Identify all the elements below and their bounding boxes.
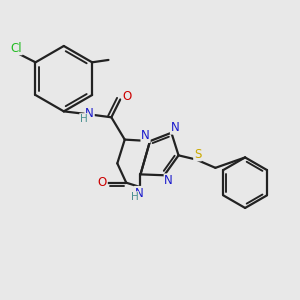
Text: S: S bbox=[194, 148, 201, 161]
Text: N: N bbox=[171, 121, 179, 134]
Text: Cl: Cl bbox=[11, 42, 22, 55]
Text: H: H bbox=[80, 114, 88, 124]
Text: N: N bbox=[85, 107, 94, 120]
Text: N: N bbox=[135, 187, 143, 200]
Text: H: H bbox=[131, 192, 138, 202]
Text: O: O bbox=[122, 90, 131, 103]
Text: N: N bbox=[164, 174, 173, 187]
Text: O: O bbox=[98, 176, 107, 189]
Text: N: N bbox=[141, 129, 150, 142]
